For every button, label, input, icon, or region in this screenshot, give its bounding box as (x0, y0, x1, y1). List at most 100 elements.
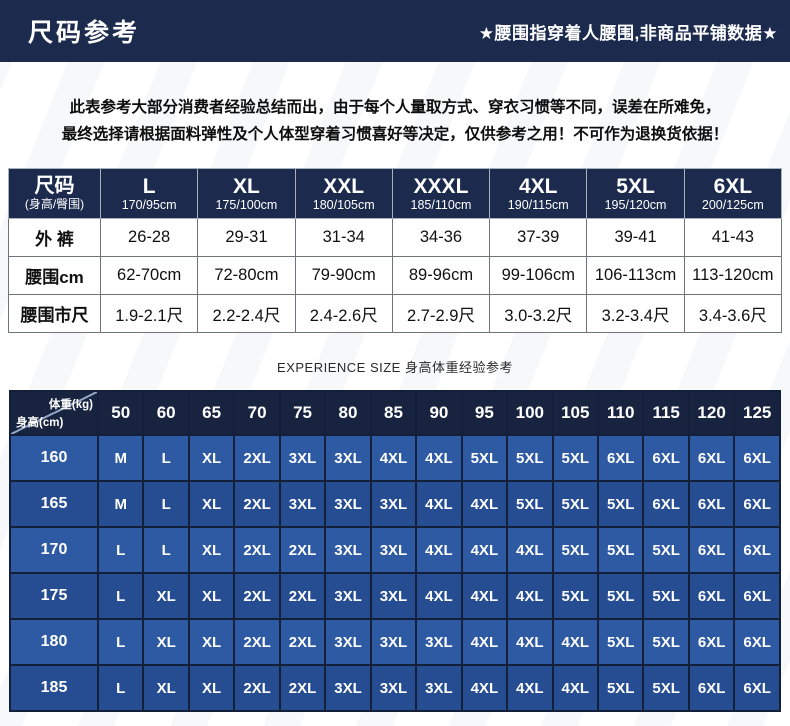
recommended-size-cell: 6XL (733, 664, 781, 712)
size-column-header: L 170/95cm (99, 168, 199, 219)
size-value-cell: 41-43 (683, 218, 783, 257)
experience-row: 185 L XL XL 2XL 2XL 3XL 3XL 3XL 4XL 4XL 4XL 5XL 5XL 6X… (9, 664, 781, 712)
recommended-size-cell: 2XL (233, 526, 281, 574)
recommended-size-cell: 2XL (278, 618, 327, 666)
recommended-size-cell: 3XL (278, 480, 327, 528)
recommended-size-cell: L (96, 664, 145, 712)
recommended-size-cell: 6XL (733, 480, 781, 528)
weight-header-cell: 120 (687, 390, 736, 436)
weight-header-cell: 95 (460, 390, 509, 436)
recommended-size-cell: 2XL (278, 526, 327, 574)
recommended-size-cell: 4XL (460, 526, 509, 574)
weight-header-cell: 65 (187, 390, 236, 436)
experience-row: 170 L L XL 2XL 2XL 3XL 3XL 4XL 4XL 4XL 5XL 5XL 5XL 6XL… (9, 526, 781, 574)
size-name: XL (233, 174, 260, 198)
height-cell: 170 (9, 526, 99, 574)
recommended-size-cell: 4XL (551, 664, 599, 712)
recommended-size-cell: 3XL (369, 664, 418, 712)
size-value-cell: 89-96cm (391, 256, 491, 295)
weight-header-cell: 110 (596, 390, 645, 436)
height-cell: 185 (9, 664, 99, 712)
recommended-size-cell: XL (187, 572, 236, 620)
size-value-cell: 3.2-3.4尺 (586, 294, 685, 333)
recommended-size-cell: 6XL (733, 618, 781, 666)
recommended-size-cell: 6XL (687, 434, 736, 482)
size-corner-cell: 尺码 (身高/臀围) (8, 168, 101, 219)
weight-header-cell: 100 (506, 390, 554, 436)
size-value-cell: 39-41 (586, 218, 685, 257)
recommended-size-cell: 5XL (642, 526, 690, 574)
recommended-size-cell: XL (142, 572, 190, 620)
recommended-size-cell: 4XL (460, 664, 509, 712)
recommended-size-cell: M (96, 480, 145, 528)
size-name: 6XL (713, 174, 753, 198)
recommended-size-cell: 4XL (551, 618, 599, 666)
size-value-cell: 62-70cm (99, 256, 199, 295)
size-value-cell: 37-39 (489, 218, 588, 257)
size-value-cell: 29-31 (197, 218, 296, 257)
weight-header-cell: 125 (733, 390, 781, 436)
recommended-size-cell: 4XL (415, 572, 463, 620)
experience-row: 165 M L XL 2XL 3XL 3XL 3XL 4XL 4XL 5XL 5XL 5XL 6XL 6XL… (9, 480, 781, 528)
size-value-cell: 3.4-3.6尺 (683, 294, 783, 333)
experience-caption: EXPERIENCE SIZE 身高体重经验参考 (277, 360, 513, 375)
weight-header-cell: 60 (142, 390, 190, 436)
size-row-label: 外 裤 (8, 218, 101, 257)
size-spec: 195/120cm (604, 197, 667, 212)
recommended-size-cell: XL (187, 434, 236, 482)
recommended-size-cell: 6XL (733, 572, 781, 620)
recommended-size-cell: 4XL (415, 480, 463, 528)
size-name: 4XL (519, 174, 558, 198)
size-value-cell: 26-28 (99, 218, 199, 257)
height-cell: 180 (9, 618, 99, 666)
recommended-size-cell: 3XL (369, 480, 418, 528)
recommended-size-cell: 6XL (596, 434, 645, 482)
recommended-size-cell: 5XL (596, 480, 645, 528)
size-spec: 190/115cm (507, 197, 569, 212)
size-column-header: 4XL 190/115cm (489, 168, 588, 219)
recommended-size-cell: 6XL (733, 526, 781, 574)
size-spec: 175/100cm (215, 197, 278, 212)
size-value-cell: 113-120cm (683, 256, 783, 295)
size-spec: 180/105cm (312, 197, 375, 212)
size-row-label: 腰围市尺 (8, 294, 101, 333)
recommended-size-cell: 6XL (687, 526, 736, 574)
size-name: XXL (323, 174, 365, 198)
recommended-size-cell: 2XL (233, 618, 281, 666)
experience-row: 175 L XL XL 2XL 2XL 3XL 3XL 4XL 4XL 4XL 5XL 5XL 5XL 6X… (9, 572, 781, 620)
recommended-size-cell: 5XL (642, 618, 690, 666)
recommended-size-cell: 6XL (687, 618, 736, 666)
size-value-cell: 2.7-2.9尺 (391, 294, 491, 333)
size-corner-title: 尺码 (34, 175, 75, 197)
recommended-size-cell: 3XL (369, 618, 418, 666)
weight-header-cell: 50 (96, 390, 145, 436)
recommended-size-cell: 5XL (551, 480, 599, 528)
size-spec: 170/95cm (121, 197, 177, 212)
recommended-size-cell: 5XL (596, 526, 645, 574)
recommended-size-cell: 3XL (324, 618, 372, 666)
recommended-size-cell: 2XL (233, 480, 281, 528)
recommended-size-cell: 3XL (369, 526, 418, 574)
recommended-size-cell: 6XL (687, 664, 736, 712)
recommended-size-cell: 5XL (642, 664, 690, 712)
weight-header-cell: 80 (324, 390, 372, 436)
recommended-size-cell: 3XL (324, 664, 372, 712)
recommended-size-cell: 2XL (278, 664, 327, 712)
size-column-header: XXL 180/105cm (294, 168, 393, 219)
recommended-size-cell: L (142, 480, 190, 528)
recommended-size-cell: 2XL (233, 664, 281, 712)
experience-corner-cell: 体重(kg) 身高(cm) (9, 390, 99, 436)
recommended-size-cell: 5XL (506, 434, 554, 482)
size-table-body: 外 裤 26-28 29-31 31-34 34-36 37-39 39-41 41-43 腰围… (8, 218, 783, 333)
size-table-row: 腰围市尺 1.9-2.1尺 2.2-2.4尺 2.4-2.6尺 2.7-2.9尺 3.0-… (8, 294, 783, 333)
size-spec: 200/125cm (701, 197, 764, 212)
recommended-size-cell: XL (142, 664, 190, 712)
size-column-header: 5XL 195/120cm (586, 168, 685, 219)
recommended-size-cell: 3XL (415, 618, 463, 666)
recommended-size-cell: 5XL (551, 572, 599, 620)
recommended-size-cell: 5XL (506, 480, 554, 528)
size-value-cell: 2.2-2.4尺 (197, 294, 296, 333)
recommended-size-cell: 6XL (687, 572, 736, 620)
recommended-size-cell: L (96, 618, 145, 666)
size-spec: 185/110cm (410, 197, 472, 212)
